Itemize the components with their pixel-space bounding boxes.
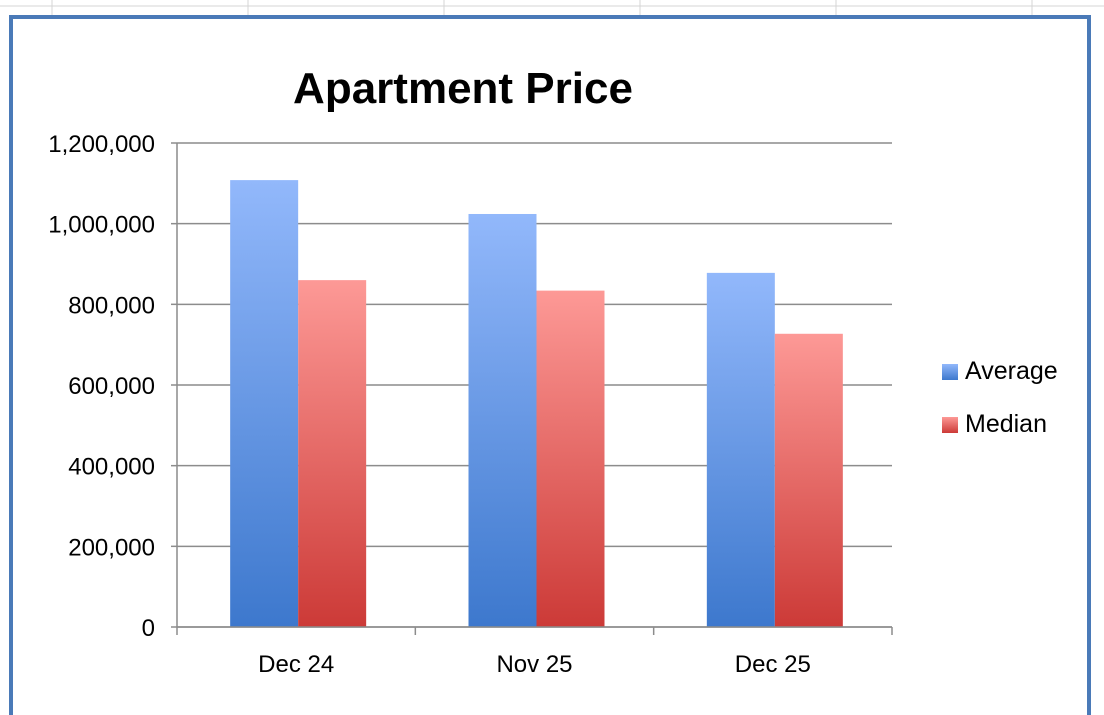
bar-median-2	[774, 333, 843, 627]
legend-label-median: Median	[965, 410, 1047, 438]
bars	[230, 180, 843, 627]
y-tick-label: 800,000	[68, 292, 155, 319]
chart-title: Apartment Price	[293, 64, 633, 113]
y-tick-label: 1,000,000	[48, 212, 155, 239]
spreadsheet-gridlines	[0, 0, 1104, 15]
axes: 0 200,000 400,000 600,000 800,000 1,000,000 1,…	[48, 131, 893, 678]
legend-swatch-average	[942, 364, 958, 380]
bar-median-0	[298, 280, 367, 627]
bar-median-1	[536, 290, 605, 627]
legend: Average Median	[942, 357, 1058, 438]
y-tick-label: 400,000	[68, 454, 155, 481]
legend-label-average: Average	[965, 357, 1058, 385]
legend-swatch-median	[942, 417, 958, 433]
x-tick-label: Dec 25	[735, 651, 811, 678]
bar-average-1	[468, 213, 537, 627]
x-tick-label: Dec 24	[258, 651, 334, 678]
y-tick-label: 200,000	[68, 534, 155, 561]
bar-chart: Apartment Price 0 200,000 400,000 600,000 80…	[48, 64, 1058, 678]
y-tick-label: 1,200,000	[48, 131, 155, 158]
bar-average-2	[706, 272, 775, 627]
x-tick-label: Nov 25	[496, 651, 572, 678]
y-tick-label: 600,000	[68, 373, 155, 400]
bar-average-0	[230, 180, 299, 627]
y-tick-label: 0	[142, 615, 155, 642]
